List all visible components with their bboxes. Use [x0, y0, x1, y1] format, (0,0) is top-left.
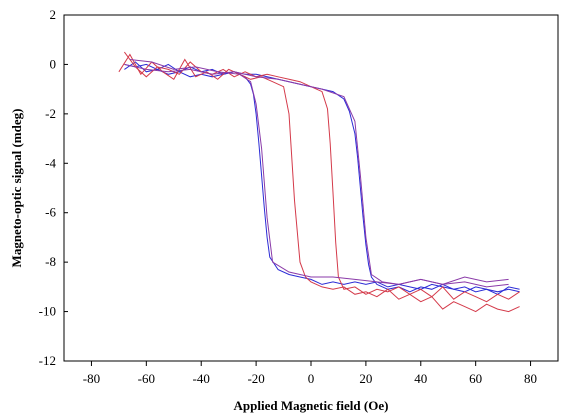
y-axis-label: Magneto-optic signal (mdeg): [9, 109, 24, 268]
y-tick-label: -6: [45, 205, 56, 220]
x-tick-label: -60: [138, 371, 155, 386]
x-axis-ticks: -80 -60 -40 -20 0 20 40 60 80: [83, 361, 537, 386]
plot-area: [63, 14, 559, 362]
y-axis-ticks: 2 0 -2 -4 -6 -8 -10 -12: [39, 7, 68, 368]
y-tick-label: -10: [39, 304, 56, 319]
y-tick-label: -8: [45, 254, 56, 269]
x-tick-label: 60: [469, 371, 482, 386]
y-tick-label: -4: [45, 155, 56, 170]
series-group: [118, 51, 520, 313]
x-tick-label: -40: [193, 371, 210, 386]
x-axis-label: Applied Magnetic field (Oe): [234, 398, 389, 413]
x-tick-label: -20: [247, 371, 264, 386]
series-line-red-3: [123, 51, 520, 303]
x-tick-label: -80: [83, 371, 100, 386]
y-tick-label: -2: [45, 106, 56, 121]
x-tick-label: 20: [359, 371, 372, 386]
series-line-red-2: [118, 53, 520, 313]
series-line-purple-5: [129, 59, 509, 288]
x-tick-label: 40: [414, 371, 427, 386]
y-tick-label: 0: [50, 56, 57, 71]
y-tick-label: -12: [39, 353, 56, 368]
y-tick-label: 2: [50, 7, 57, 22]
x-tick-label: 0: [308, 371, 315, 386]
x-tick-label: 80: [524, 371, 537, 386]
